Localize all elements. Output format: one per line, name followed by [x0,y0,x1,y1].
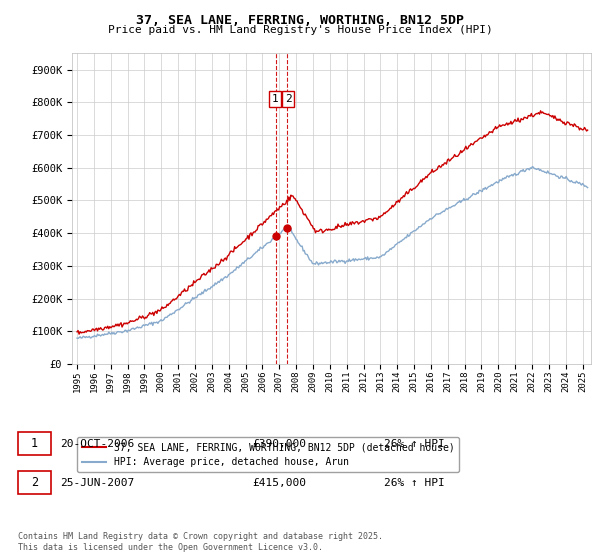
Text: Contains HM Land Registry data © Crown copyright and database right 2025.
This d: Contains HM Land Registry data © Crown c… [18,532,383,552]
Text: 2: 2 [285,94,292,104]
Text: 1: 1 [31,437,38,450]
Text: 2: 2 [31,476,38,489]
Text: 26% ↑ HPI: 26% ↑ HPI [384,478,445,488]
Text: 25-JUN-2007: 25-JUN-2007 [60,478,134,488]
Text: £390,000: £390,000 [252,438,306,449]
Text: Price paid vs. HM Land Registry's House Price Index (HPI): Price paid vs. HM Land Registry's House … [107,25,493,35]
Text: 37, SEA LANE, FERRING, WORTHING, BN12 5DP: 37, SEA LANE, FERRING, WORTHING, BN12 5D… [136,14,464,27]
Text: 1: 1 [272,94,278,104]
Text: 26% ↑ HPI: 26% ↑ HPI [384,438,445,449]
Legend: 37, SEA LANE, FERRING, WORTHING, BN12 5DP (detached house), HPI: Average price, : 37, SEA LANE, FERRING, WORTHING, BN12 5D… [77,437,460,472]
Text: £415,000: £415,000 [252,478,306,488]
Text: 20-OCT-2006: 20-OCT-2006 [60,438,134,449]
